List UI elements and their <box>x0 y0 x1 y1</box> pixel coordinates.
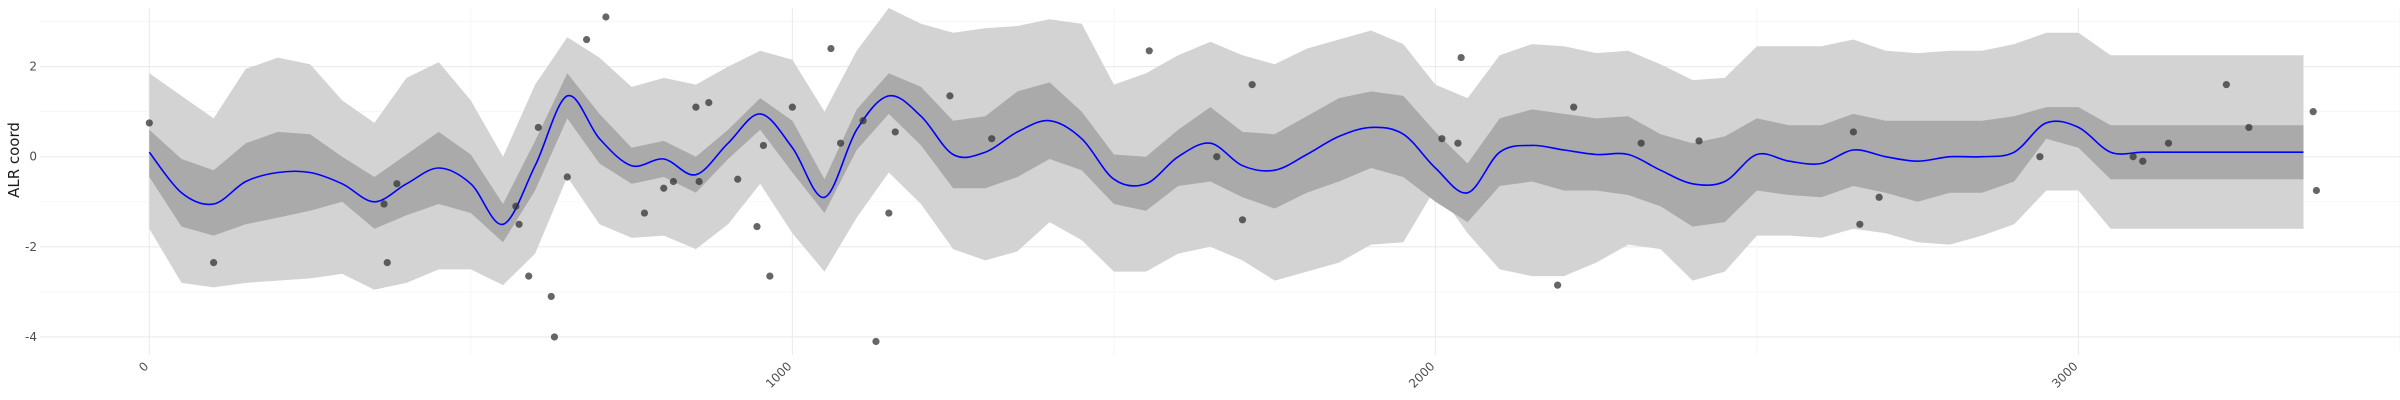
y-tick-label: -4 <box>25 330 37 344</box>
data-point <box>547 292 555 301</box>
data-point <box>640 209 649 217</box>
x-tick-label: 2000 <box>1406 359 1437 390</box>
data-point <box>2139 157 2147 165</box>
mean-line-path <box>148 94 2304 226</box>
data-point <box>1570 103 1578 111</box>
data-point <box>836 139 845 147</box>
data-point <box>210 259 218 267</box>
y-tick-label: 0 <box>29 150 37 164</box>
data-point <box>1856 220 1864 228</box>
data-point <box>705 99 713 107</box>
y-axis-ticks: -4 -2 0 2 <box>25 60 37 344</box>
data-point <box>1637 139 1645 147</box>
data-point <box>946 92 954 100</box>
data-point <box>1454 139 1462 147</box>
data-point <box>2222 81 2230 89</box>
data-point <box>695 177 703 186</box>
data-point <box>734 175 742 183</box>
data-point <box>525 272 533 280</box>
data-point <box>1875 193 1883 201</box>
data-point <box>1238 216 1247 224</box>
data-point <box>563 173 571 181</box>
data-point <box>2312 186 2321 195</box>
data-point <box>582 35 591 44</box>
data-point <box>2245 123 2253 132</box>
x-tick-label: 3000 <box>2049 359 2080 390</box>
data-point <box>1248 81 1256 89</box>
x-tick-label: 0 <box>136 359 151 374</box>
data-point <box>859 117 867 125</box>
data-point <box>891 128 899 136</box>
data-point <box>759 141 768 150</box>
data-point <box>827 44 835 53</box>
data-point <box>1457 53 1465 62</box>
data-point <box>2309 108 2317 116</box>
data-point <box>872 337 880 346</box>
data-point <box>766 272 774 280</box>
data-point <box>692 103 700 111</box>
data-point <box>145 119 153 127</box>
data-point <box>2036 153 2044 161</box>
x-axis-ticks: 0 1000 2000 3000 <box>136 359 2080 390</box>
data-point <box>1554 281 1562 289</box>
data-point <box>2164 139 2173 147</box>
data-point <box>380 200 388 208</box>
band-inner-area <box>149 73 2304 243</box>
data-point <box>1695 137 1703 145</box>
data-point <box>534 123 542 132</box>
data-point <box>512 202 520 210</box>
data-point <box>753 222 761 231</box>
y-tick-label: -2 <box>25 240 37 254</box>
data-point <box>885 209 893 217</box>
data-point <box>660 184 668 192</box>
data-point <box>550 333 559 341</box>
data-point <box>1213 153 1221 161</box>
data-point <box>988 135 996 143</box>
posterior-mean-line <box>148 94 2304 226</box>
data-point <box>393 180 401 188</box>
data-point <box>602 13 610 21</box>
data-point <box>383 259 391 267</box>
y-tick-label: 2 <box>29 60 37 74</box>
observed-points <box>145 13 2321 346</box>
data-point <box>1849 128 1858 136</box>
x-tick-label: 1000 <box>763 359 794 390</box>
data-point <box>2129 153 2137 161</box>
data-point <box>1145 47 1153 55</box>
data-point <box>788 103 796 111</box>
credible-interval-50 <box>149 73 2304 243</box>
data-point <box>1438 135 1446 143</box>
data-point <box>669 177 678 186</box>
data-point <box>515 220 523 228</box>
y-axis-title: ALR coord <box>5 122 23 198</box>
